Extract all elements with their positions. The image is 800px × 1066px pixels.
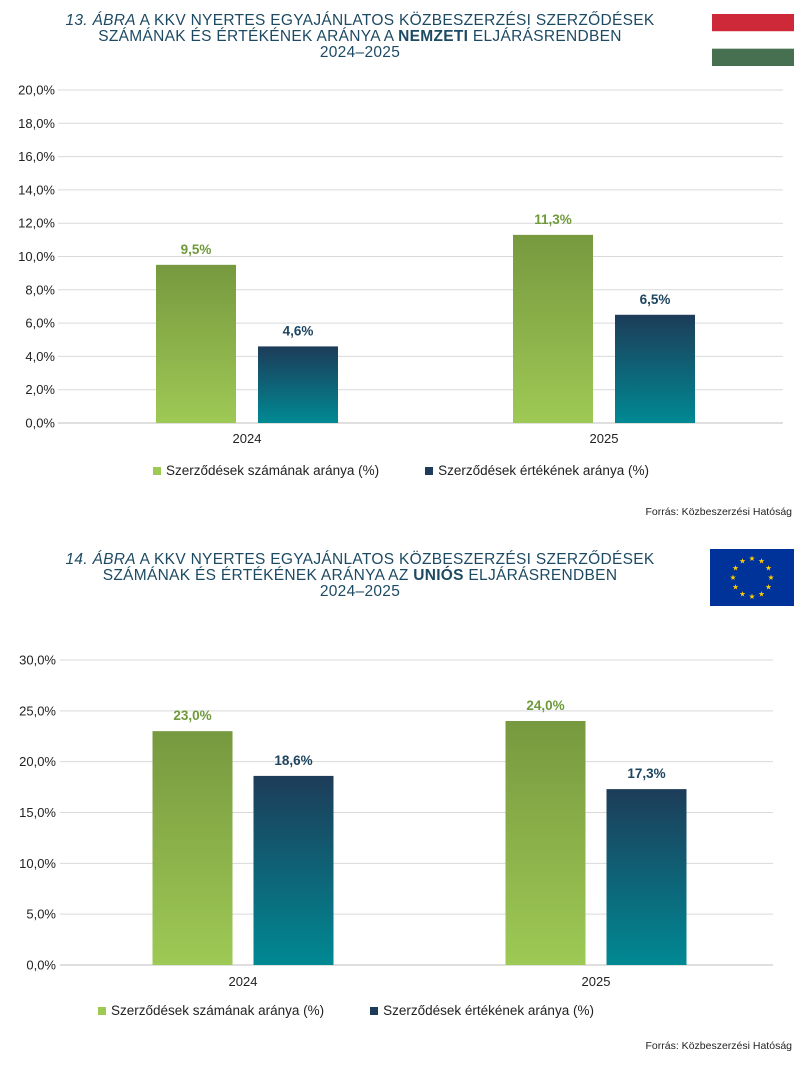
title-highlight: NEMZETI xyxy=(398,28,469,45)
chart-panel-nemzeti: 13. ÁBRA A KKV NYERTES EGYAJÁNLATOS KÖZB… xyxy=(0,0,800,530)
eu-star-icon: ★ xyxy=(749,554,756,563)
eu-star-icon: ★ xyxy=(739,557,746,566)
eu-flag-icon: ★ ★★★★★★★★★★★ xyxy=(710,549,794,606)
eu-star-icon: ★ xyxy=(749,592,756,601)
y-tick-label: 2,0% xyxy=(25,382,55,397)
data-label: 23,0% xyxy=(173,708,211,723)
title-highlight: UNIÓS xyxy=(413,567,464,584)
y-tick-label: 15,0% xyxy=(19,805,56,820)
title-line-2-end: ELJÁRÁSRENDBEN xyxy=(463,567,618,584)
chart-title: 14. ÁBRA A KKV NYERTES EGYAJÁNLATOS KÖZB… xyxy=(50,552,670,600)
legend-item-value: Szerződések értékének aránya (%) xyxy=(370,1003,594,1018)
source-note: Forrás: Közbeszerzési Hatóság xyxy=(645,506,792,518)
data-label: 9,5% xyxy=(181,242,212,257)
x-category-label: 2025 xyxy=(582,974,611,989)
y-tick-label: 0,0% xyxy=(26,958,56,973)
legend-label: Szerződések számának aránya (%) xyxy=(111,1003,325,1018)
legend-label: Szerződések értékének aránya (%) xyxy=(383,1003,594,1018)
title-years: 2024–2025 xyxy=(319,44,401,61)
chart-panel-unios: 14. ÁBRA A KKV NYERTES EGYAJÁNLATOS KÖZB… xyxy=(0,540,800,1066)
y-tick-label: 20,0% xyxy=(18,83,55,98)
eu-star-icon: ★ xyxy=(732,564,739,573)
bar-count-2024 xyxy=(152,731,233,965)
legend-swatch-teal xyxy=(425,466,434,475)
y-tick-label: 10,0% xyxy=(19,856,56,871)
source-note: Forrás: Közbeszerzési Hatóság xyxy=(645,1040,792,1052)
legend: Szerződések számának aránya (%) Szerződé… xyxy=(153,463,695,478)
legend-label: Szerződések számának aránya (%) xyxy=(166,463,380,478)
y-tick-label: 14,0% xyxy=(18,182,55,197)
x-category-label: 2024 xyxy=(233,431,262,446)
eu-star-icon: ★ xyxy=(758,557,765,566)
y-tick-label: 30,0% xyxy=(19,653,56,668)
y-tick-label: 16,0% xyxy=(18,149,55,164)
y-tick-label: 20,0% xyxy=(19,754,56,769)
data-label: 4,6% xyxy=(283,323,314,338)
bar-count-2024 xyxy=(156,264,236,423)
x-category-label: 2025 xyxy=(590,431,619,446)
bar-count-2025 xyxy=(513,234,593,423)
y-tick-label: 18,0% xyxy=(18,116,55,131)
y-tick-label: 4,0% xyxy=(25,349,55,364)
y-tick-label: 25,0% xyxy=(19,703,56,718)
title-years: 2024–2025 xyxy=(319,583,401,600)
bar-chart-unios: 0,0% 5,0% 10,0% 15,0% 20,0% 25,0% 30,0% 23,0% 18… xyxy=(19,653,773,989)
hungarian-flag-icon xyxy=(712,14,794,66)
eu-star-icon: ★ xyxy=(730,573,737,582)
bar-chart-nemzeti: 0,0% 2,0% 4,0% 6,0% 8,0% 10,0% 12,0% 14,0% 16,0%… xyxy=(18,83,783,446)
y-tick-label: 0,0% xyxy=(25,416,55,431)
data-label: 6,5% xyxy=(640,292,671,307)
y-tick-label: 8,0% xyxy=(25,282,55,297)
data-label: 17,3% xyxy=(627,766,665,781)
y-tick-label: 6,0% xyxy=(25,316,55,331)
eu-star-icon: ★ xyxy=(765,583,772,592)
legend-swatch-teal xyxy=(370,1006,379,1015)
legend: Szerződések számának aránya (%) Szerződé… xyxy=(98,1003,640,1018)
legend-item-value: Szerződések értékének aránya (%) xyxy=(425,463,649,478)
bar-count-2025 xyxy=(505,721,586,965)
legend-label: Szerződések értékének aránya (%) xyxy=(438,463,649,478)
bar-value-2025 xyxy=(615,314,695,423)
eu-star-icon: ★ xyxy=(739,590,746,599)
legend-swatch-green xyxy=(98,1006,106,1015)
eu-star-icon: ★ xyxy=(765,564,772,573)
figure-number: 13. ÁBRA xyxy=(65,12,136,29)
data-label: 24,0% xyxy=(526,698,564,713)
legend-swatch-green xyxy=(153,466,161,475)
title-line-2: SZÁMÁNAK ÉS ÉRTÉKÉNEK ARÁNYA AZ xyxy=(102,567,414,584)
y-tick-label: 5,0% xyxy=(26,907,56,922)
y-tick-label: 12,0% xyxy=(18,216,55,231)
data-label: 11,3% xyxy=(534,212,572,227)
title-line-1: A KKV NYERTES EGYAJÁNLATOS KÖZBESZERZÉSI… xyxy=(135,551,655,568)
chart-title: 13. ÁBRA A KKV NYERTES EGYAJÁNLATOS KÖZB… xyxy=(50,13,670,61)
bar-value-2024 xyxy=(258,346,338,423)
title-line-2-end: ELJÁRÁSRENDBEN xyxy=(468,28,622,45)
bar-value-2024 xyxy=(253,775,334,965)
eu-star-icon: ★ xyxy=(768,573,775,582)
eu-star-icon: ★ xyxy=(732,583,739,592)
data-label: 18,6% xyxy=(274,753,312,768)
figure-number: 14. ÁBRA xyxy=(65,551,136,568)
legend-item-count: Szerződések számának aránya (%) xyxy=(153,463,379,478)
x-category-label: 2024 xyxy=(229,974,258,989)
y-tick-label: 10,0% xyxy=(18,249,55,264)
title-line-2: SZÁMÁNAK ÉS ÉRTÉKÉNEK ARÁNYA A xyxy=(98,28,399,45)
legend-item-count: Szerződések számának aránya (%) xyxy=(98,1003,324,1018)
bar-value-2025 xyxy=(606,789,687,965)
title-line-1: A KKV NYERTES EGYAJÁNLATOS KÖZBESZERZÉSI… xyxy=(135,12,655,29)
eu-star-icon: ★ xyxy=(758,590,765,599)
